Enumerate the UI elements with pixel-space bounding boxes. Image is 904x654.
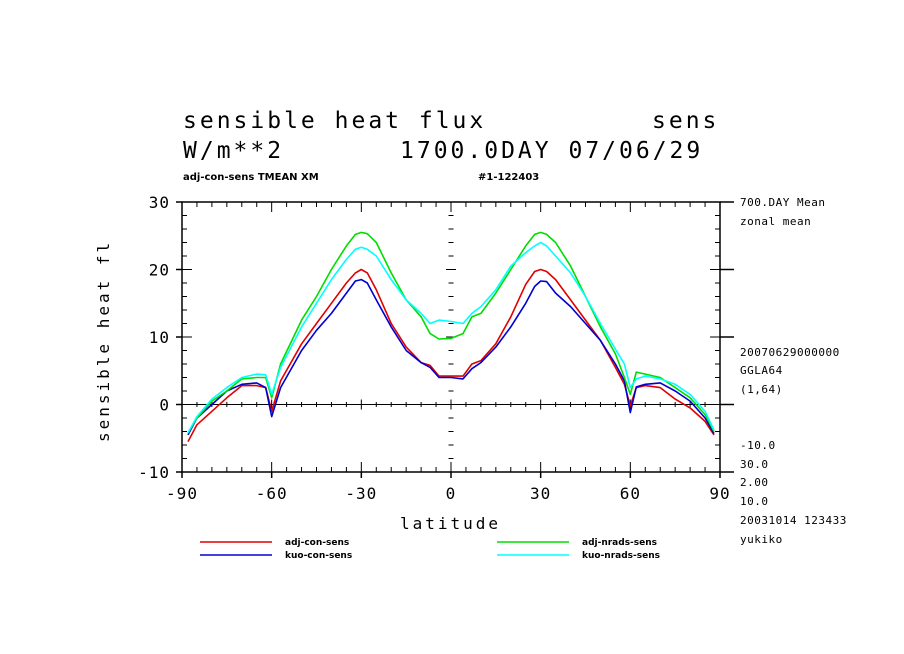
side-run-stamp: 20031014 123433 xyxy=(740,514,847,527)
legend-label-adj-con-sens: adj-con-sens xyxy=(285,538,349,548)
y-tick-label: 0 xyxy=(159,396,170,415)
x-tick-label: 30 xyxy=(530,484,551,503)
y-tick-label: 20 xyxy=(149,261,170,280)
side-contour-max: 30.0 xyxy=(740,458,769,471)
side-grid: (1,64) xyxy=(740,383,783,396)
side-mean-type: zonal mean xyxy=(740,215,812,228)
x-tick-label: -60 xyxy=(256,484,288,503)
x-tick-label: 60 xyxy=(620,484,641,503)
x-tick-label: -30 xyxy=(345,484,377,503)
legend-label-adj-nrads-sens: adj-nrads-sens xyxy=(582,538,657,548)
side-contour-other: 10.0 xyxy=(740,495,769,508)
x-axis-label: latitude xyxy=(400,514,502,533)
time-label: 1700.0DAY 07/06/29 xyxy=(400,138,704,164)
subtitle-left: adj-con-sens TMEAN XM xyxy=(183,172,319,183)
side-contour-min: -10.0 xyxy=(740,439,776,452)
series-line-kuo-con-sens xyxy=(187,278,715,436)
x-tick-label: -90 xyxy=(166,484,198,503)
y-tick-label: -10 xyxy=(138,463,170,482)
legend-label-kuo-con-sens: kuo-con-sens xyxy=(285,551,352,561)
chart-title: sensible heat flux xyxy=(183,108,487,134)
variable-name: sens xyxy=(652,108,720,134)
side-mean-label: 700.DAY Mean xyxy=(740,196,826,209)
series-line-adj-con-sens xyxy=(187,268,715,442)
side-contour-step: 2.00 xyxy=(740,476,769,489)
series-line-kuo-nrads-sens xyxy=(187,241,715,434)
side-user: yukiko xyxy=(740,533,783,546)
x-tick-label: 0 xyxy=(446,484,457,503)
subtitle-right: #1-122403 xyxy=(478,172,540,183)
side-model: GGLA64 xyxy=(740,364,783,377)
x-tick-label: 90 xyxy=(709,484,730,503)
y-tick-label: 30 xyxy=(149,193,170,212)
legend-label-kuo-nrads-sens: kuo-nrads-sens xyxy=(582,551,660,561)
side-date-code: 20070629000000 xyxy=(740,346,840,359)
units-label: W/m**2 xyxy=(183,138,285,164)
y-tick-label: 10 xyxy=(149,328,170,347)
